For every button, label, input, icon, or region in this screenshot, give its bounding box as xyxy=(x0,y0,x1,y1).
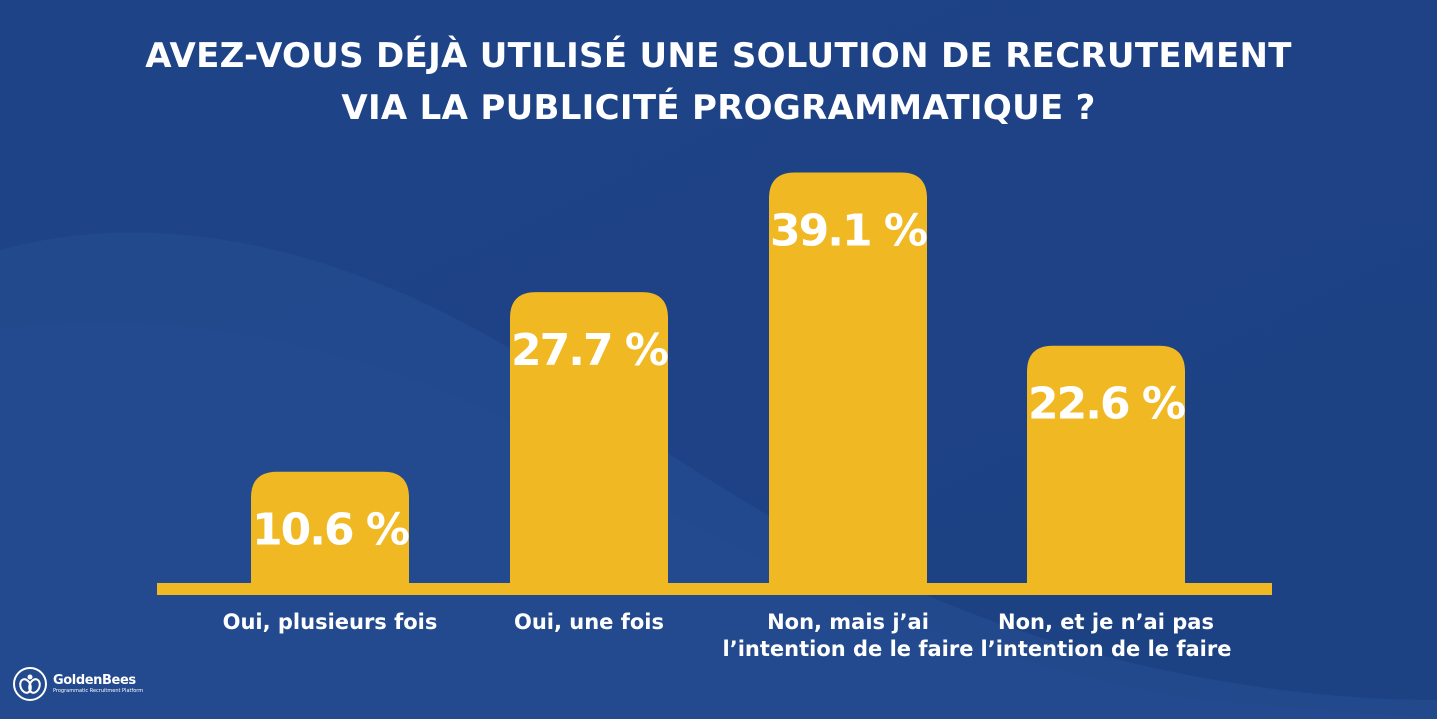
category-label-3-line-2: l’intention de le faire xyxy=(723,637,974,661)
category-label-2: Oui, une fois xyxy=(514,610,664,634)
brand-name: GoldenBees xyxy=(53,672,136,688)
bar-1 xyxy=(251,471,409,585)
chart-title-line-1: AVEZ-VOUS DÉJÀ UTILISÉ UNE SOLUTION DE R… xyxy=(145,36,1292,76)
brand-tagline: Programmatic Recruitment Platform xyxy=(53,687,144,694)
bee-logo-icon xyxy=(13,667,47,701)
bars-layer: 10.6 % 27.7 % 39.1 % 22.6 % xyxy=(251,172,1187,585)
bar-value-label-3: 39.1 % xyxy=(770,205,927,256)
bar-value-label-2: 27.7 % xyxy=(511,325,668,376)
category-labels: Oui, plusieurs fois Oui, une fois Non, mai… xyxy=(223,610,1232,661)
category-label-3-line-1: Non, mais j’ai xyxy=(767,610,929,634)
category-label-4-line-2: l’intention de le faire xyxy=(981,637,1232,661)
bar-value-label-4: 22.6 % xyxy=(1028,379,1185,430)
category-label-1: Oui, plusieurs fois xyxy=(223,610,438,634)
bar-4 xyxy=(1027,345,1185,585)
brand-logo: GoldenBees Programmatic Recruitment Plat… xyxy=(12,664,143,704)
chart-baseline xyxy=(157,583,1272,595)
bar-value-label-1: 10.6 % xyxy=(252,505,409,556)
bar-3 xyxy=(769,172,927,585)
bar-2 xyxy=(510,292,668,585)
chart-title-line-2: VIA LA PUBLICITÉ PROGRAMMATIQUE ? xyxy=(341,88,1096,128)
category-label-4-line-1: Non, et je n’ai pas xyxy=(998,610,1214,634)
chart-title: AVEZ-VOUS DÉJÀ UTILISÉ UNE SOLUTION DE R… xyxy=(0,30,1437,134)
